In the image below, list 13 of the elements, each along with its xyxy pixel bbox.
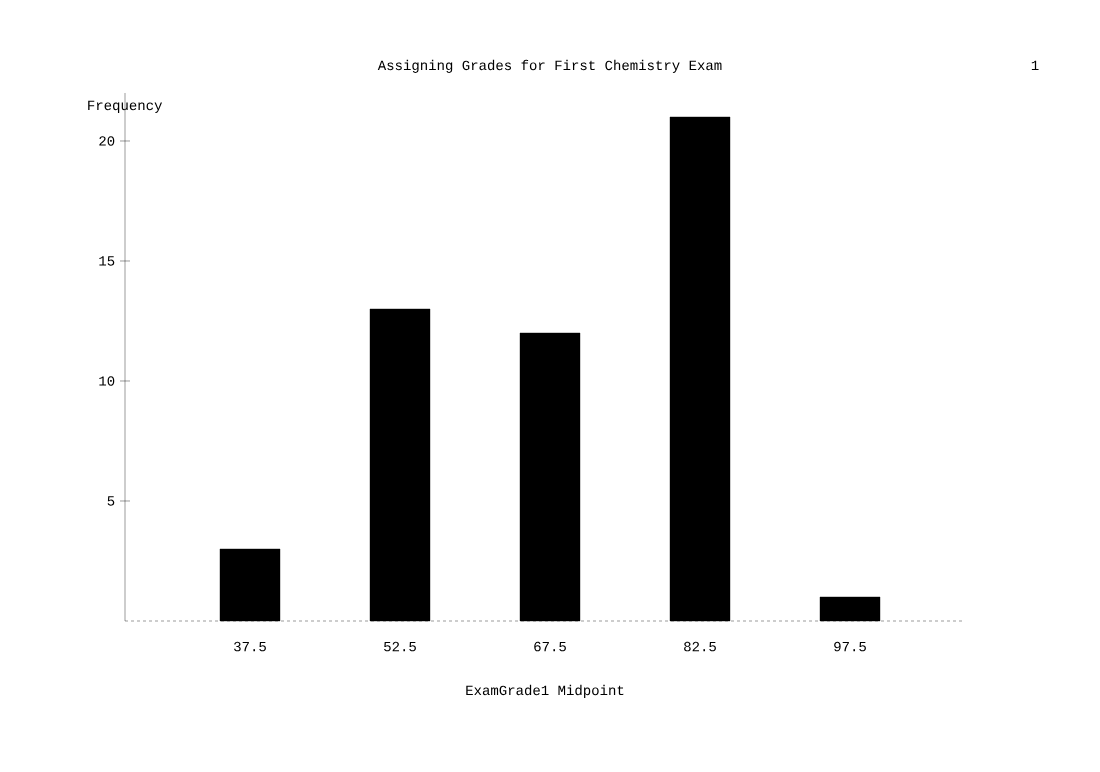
x-tick-label: 37.5 <box>234 641 266 652</box>
y-axis-title: Frequency <box>88 100 163 113</box>
y-tick-label: 15 <box>99 256 115 266</box>
text: 1 <box>1031 60 1039 70</box>
chart-title: Assigning Grades for First Chemistry Exam <box>377 59 722 73</box>
x-tick-label: 97.5 <box>834 641 866 652</box>
y-tick-label: 20 <box>99 136 115 146</box>
y-tick-label: 5 <box>107 496 115 506</box>
x-tick-label: 67.5 <box>534 641 566 652</box>
y-tick-label: 10 <box>99 376 115 386</box>
x-tick-label: 52.5 <box>384 641 416 652</box>
x-axis-title: ExamGrade1 Midpoint <box>466 684 624 698</box>
x-tick-label: 82.5 <box>684 641 716 652</box>
